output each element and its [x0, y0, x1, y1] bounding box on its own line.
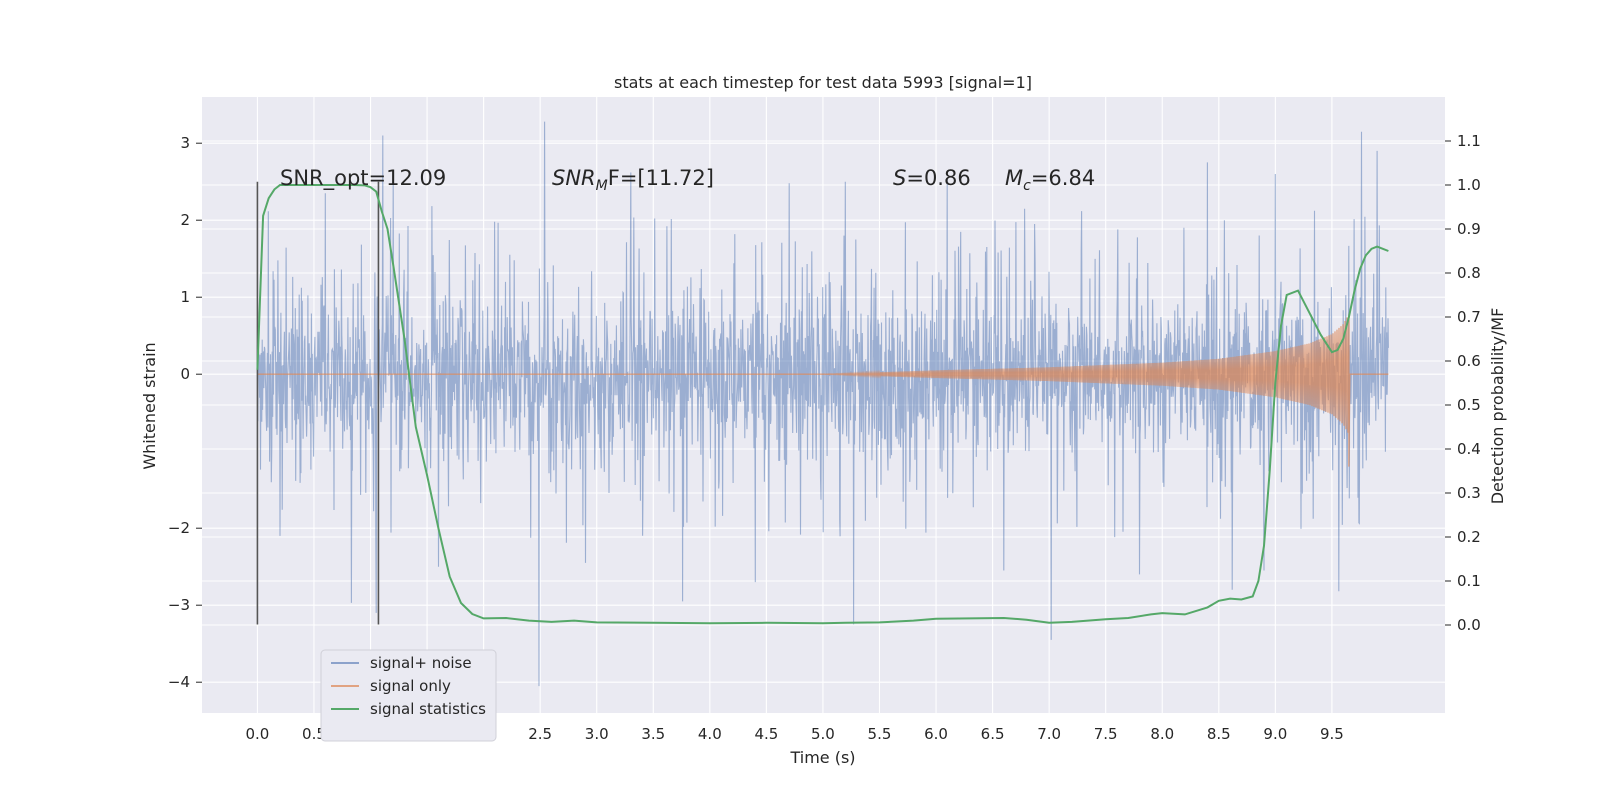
annotation-s: S=0.86: [893, 166, 971, 190]
legend-box: [320, 649, 497, 742]
chart-title: stats at each timestep for test data 599…: [614, 73, 1032, 92]
annotation-snr-mf-rest: F=[11.72]: [608, 166, 714, 190]
x-tick-label: 8.5: [1207, 725, 1231, 743]
annotation-mc-symbol: M: [1005, 166, 1023, 190]
y-tick-label: −4: [168, 673, 190, 691]
x-tick-label: 9.0: [1263, 725, 1287, 743]
legend-entry-signal-plus-noise: signal+ noise: [370, 654, 472, 672]
annotation-mc: Mc=6.84: [1005, 166, 1095, 194]
y-axis-label: Whitened strain: [140, 342, 159, 469]
y-tick-label: 3: [180, 134, 190, 152]
annotation-mc-value: =6.84: [1031, 166, 1095, 190]
right-y-tick-label: 0.5: [1457, 396, 1481, 414]
x-tick-label: 6.5: [981, 725, 1005, 743]
y-axis-ticks: 3 2 1 0 −2 −3 −4: [168, 134, 202, 691]
x-axis-label: Time (s): [789, 748, 855, 767]
x-tick-label: 7.5: [1094, 725, 1118, 743]
right-y-tick-label: 0.1: [1457, 572, 1481, 590]
right-y-axis-ticks: 0.0 0.1 0.2 0.3 0.4 0.5 0.6 0.7 0.8 0.9 1.0 1.1: [1445, 132, 1481, 634]
series-signal-plus-noise: [256, 121, 1389, 687]
x-tick-label: 3.5: [641, 725, 665, 743]
y-tick-label: −3: [168, 596, 190, 614]
right-y-tick-label: 0.9: [1457, 220, 1481, 238]
y-tick-label: 2: [180, 211, 190, 229]
x-tick-label: 5.0: [811, 725, 835, 743]
annotation-mc-sub: c: [1023, 178, 1031, 194]
annotation-snr-mf-sub: M: [596, 178, 608, 194]
x-tick-label: 8.0: [1150, 725, 1174, 743]
annotation-snr-mf: SNRMF=[11.72]: [552, 166, 714, 194]
annotation-snr-opt: SNR_opt=12.09: [280, 166, 446, 191]
x-tick-label: 7.0: [1037, 725, 1061, 743]
right-y-tick-label: 0.3: [1457, 484, 1481, 502]
signal-statistics-line: [256, 184, 1389, 625]
y-tick-label: 0: [180, 365, 190, 383]
right-y-tick-label: 0.6: [1457, 352, 1481, 370]
x-tick-label: 5.5: [868, 725, 892, 743]
series-signal-only: [257, 314, 1389, 467]
x-tick-label: 0.5: [302, 725, 326, 743]
right-y-tick-label: 0.4: [1457, 440, 1481, 458]
right-y-tick-label: 1.0: [1457, 176, 1481, 194]
series-signal-statistics: [256, 184, 1389, 625]
legend: signal+ noise signal only signal statist…: [320, 649, 497, 742]
right-y-tick-label: 0.8: [1457, 264, 1481, 282]
y-tick-label: −2: [168, 519, 190, 537]
vertical-markers: [256, 181, 380, 625]
right-y-tick-label: 0.0: [1457, 616, 1481, 634]
x-tick-label: 0.0: [245, 725, 269, 743]
x-tick-label: 9.5: [1320, 725, 1344, 743]
signal-chirp-trace: [257, 314, 1389, 467]
x-tick-label: 4.0: [698, 725, 722, 743]
right-y-tick-label: 0.2: [1457, 528, 1481, 546]
annotation-s-symbol: S: [893, 166, 906, 190]
annotation-snr-mf-main: SNR: [552, 166, 596, 190]
x-axis-ticks: 0.00.51.01.52.02.53.03.54.04.55.05.56.06…: [245, 725, 1343, 743]
y-tick-label: 1: [180, 288, 190, 306]
annotation-s-value: =0.86: [906, 166, 970, 190]
x-tick-label: 3.0: [585, 725, 609, 743]
x-tick-label: 4.5: [754, 725, 778, 743]
right-y-axis-label: Detection probability/MF: [1488, 308, 1507, 505]
x-tick-label: 2.5: [528, 725, 552, 743]
x-tick-label: 6.0: [924, 725, 948, 743]
right-y-tick-label: 1.1: [1457, 132, 1481, 150]
legend-entry-signal-only: signal only: [370, 677, 451, 695]
noise-trace: [256, 121, 1389, 687]
legend-entry-signal-statistics: signal statistics: [370, 700, 486, 718]
right-y-tick-label: 0.7: [1457, 308, 1481, 326]
